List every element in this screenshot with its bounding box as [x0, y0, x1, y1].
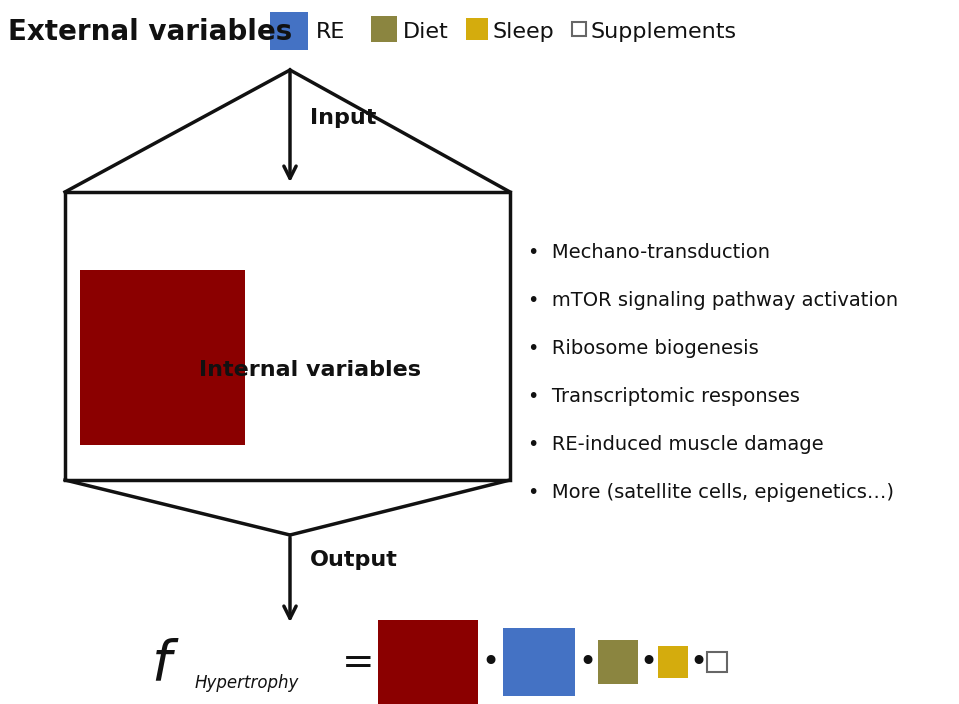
Bar: [80, 270, 245, 445]
Bar: [270, 12, 308, 50]
Bar: [466, 18, 488, 40]
Text: •  mTOR signaling pathway activation: • mTOR signaling pathway activation: [528, 291, 899, 310]
Text: •  Mechano-transduction: • Mechano-transduction: [528, 242, 770, 261]
Text: Sleep: Sleep: [493, 22, 554, 42]
Text: •  Ribosome biogenesis: • Ribosome biogenesis: [528, 339, 759, 358]
Bar: [378, 620, 478, 704]
Text: •: •: [578, 648, 596, 677]
Bar: [503, 628, 575, 696]
Text: •: •: [689, 648, 707, 677]
Text: •: •: [639, 648, 657, 677]
Bar: [658, 646, 688, 678]
Text: Diet: Diet: [403, 22, 449, 42]
Text: •  RE-induced muscle damage: • RE-induced muscle damage: [528, 434, 824, 453]
Bar: [572, 22, 586, 36]
Text: •  Transcriptomic responses: • Transcriptomic responses: [528, 386, 800, 406]
Text: Supplements: Supplements: [591, 22, 737, 42]
Text: External variables: External variables: [8, 18, 292, 46]
Text: Output: Output: [310, 550, 398, 570]
Text: •  More (satellite cells, epigenetics…): • More (satellite cells, epigenetics…): [528, 482, 894, 501]
Text: RE: RE: [316, 22, 345, 42]
Text: Internal variables: Internal variables: [199, 360, 421, 380]
Bar: [371, 16, 397, 42]
Text: =: =: [341, 644, 374, 682]
Bar: [65, 192, 510, 480]
Text: Input: Input: [310, 108, 376, 128]
Bar: [707, 652, 727, 672]
Text: •: •: [480, 648, 499, 677]
Bar: [598, 640, 638, 684]
Text: Hypertrophy: Hypertrophy: [195, 674, 299, 692]
Text: $\mathit{f}$: $\mathit{f}$: [151, 638, 179, 692]
